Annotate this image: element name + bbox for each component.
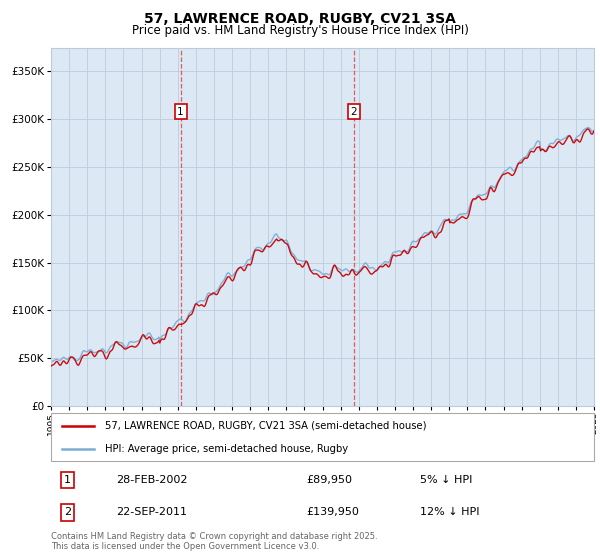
Text: 28-FEB-2002: 28-FEB-2002 bbox=[116, 475, 188, 486]
Text: Contains HM Land Registry data © Crown copyright and database right 2025.
This d: Contains HM Land Registry data © Crown c… bbox=[51, 531, 377, 551]
Text: 1: 1 bbox=[64, 475, 71, 486]
FancyBboxPatch shape bbox=[51, 413, 594, 461]
Text: 2: 2 bbox=[350, 106, 357, 116]
Text: £139,950: £139,950 bbox=[306, 507, 359, 517]
Text: 5% ↓ HPI: 5% ↓ HPI bbox=[420, 475, 473, 486]
Text: 57, LAWRENCE ROAD, RUGBY, CV21 3SA: 57, LAWRENCE ROAD, RUGBY, CV21 3SA bbox=[144, 12, 456, 26]
Text: £89,950: £89,950 bbox=[306, 475, 352, 486]
Text: 22-SEP-2011: 22-SEP-2011 bbox=[116, 507, 187, 517]
Text: 1: 1 bbox=[177, 106, 184, 116]
Text: 12% ↓ HPI: 12% ↓ HPI bbox=[420, 507, 480, 517]
Text: HPI: Average price, semi-detached house, Rugby: HPI: Average price, semi-detached house,… bbox=[106, 445, 349, 454]
Text: 57, LAWRENCE ROAD, RUGBY, CV21 3SA (semi-detached house): 57, LAWRENCE ROAD, RUGBY, CV21 3SA (semi… bbox=[106, 421, 427, 431]
Text: Price paid vs. HM Land Registry's House Price Index (HPI): Price paid vs. HM Land Registry's House … bbox=[131, 24, 469, 37]
Text: 2: 2 bbox=[64, 507, 71, 517]
